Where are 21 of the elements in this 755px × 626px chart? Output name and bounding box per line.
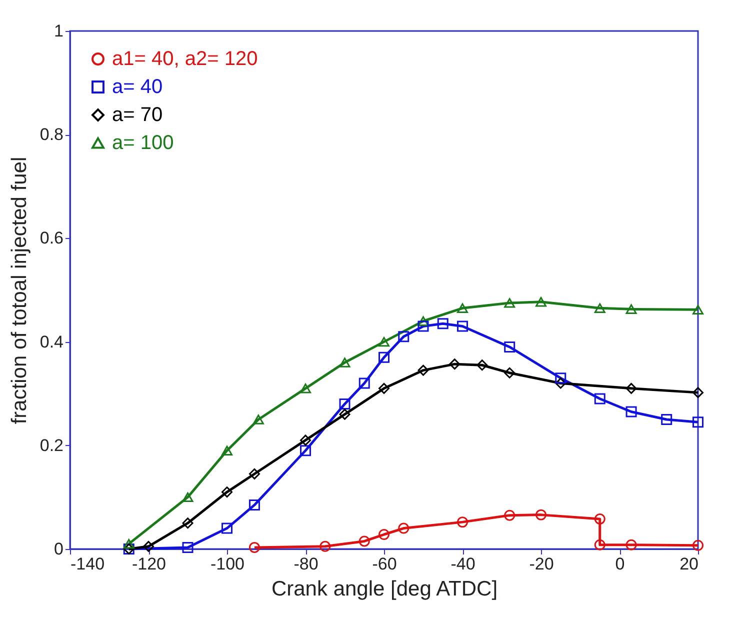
legend-label: a= 100 (112, 132, 174, 154)
x-axis-title: Crank angle [deg ATDC] (271, 578, 498, 600)
x-tick-label: -120 (132, 554, 166, 574)
x-tick-label: 20 (680, 554, 698, 574)
y-tick-label: 0.4 (40, 332, 64, 352)
x-tick-label: -80 (294, 554, 318, 574)
x-tick-label: -20 (529, 554, 554, 574)
legend-label: a= 40 (112, 76, 163, 98)
y-tick-label: 0.8 (40, 125, 64, 144)
legend-label: a1= 40, a2= 120 (112, 48, 258, 70)
x-tick-label: -140 (70, 554, 105, 574)
x-tick-label: -100 (210, 554, 245, 574)
y-axis-title: fraction of totoal injected fuel (8, 156, 31, 424)
legend-label: a= 70 (112, 104, 163, 126)
y-tick-label: 0.6 (40, 228, 64, 248)
y-tick-label: 0 (54, 540, 64, 558)
x-tick-label: -40 (450, 554, 476, 574)
x-tick-label: 0 (615, 554, 625, 574)
x-tick-label: -60 (372, 554, 397, 574)
y-tick-label: 0.2 (40, 436, 64, 455)
y-tick-label: 1 (54, 22, 64, 40)
